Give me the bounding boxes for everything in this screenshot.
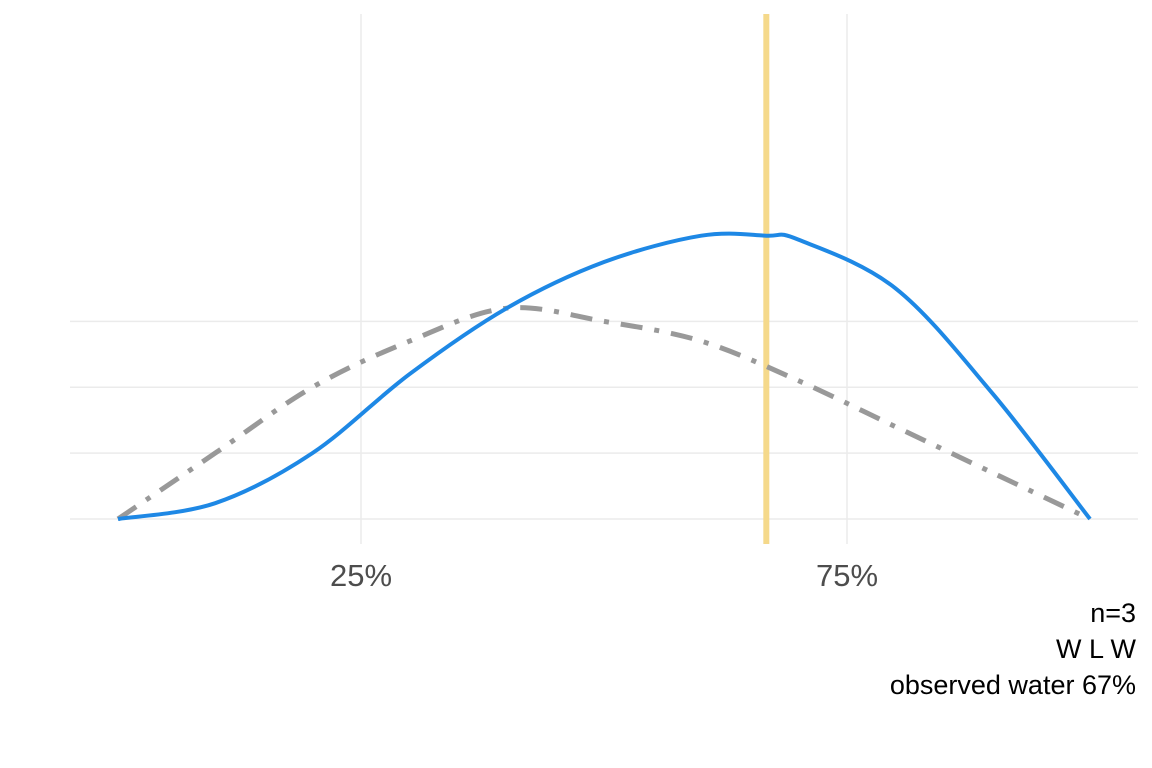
series-layer [116,231,1092,522]
posterior-curve [117,231,1092,521]
caption-line-2: W L W [1056,634,1137,664]
grid [70,14,1138,544]
caption: n=3 W L W observed water 67% [890,598,1137,700]
x-axis-ticks: 25% 75% [330,558,878,593]
caption-line-1: n=3 [1090,598,1136,628]
x-tick-label-0: 25% [330,558,392,593]
x-tick-label-1: 75% [816,558,878,593]
prior-curve [116,305,1092,522]
caption-line-3: observed water 67% [890,670,1136,700]
